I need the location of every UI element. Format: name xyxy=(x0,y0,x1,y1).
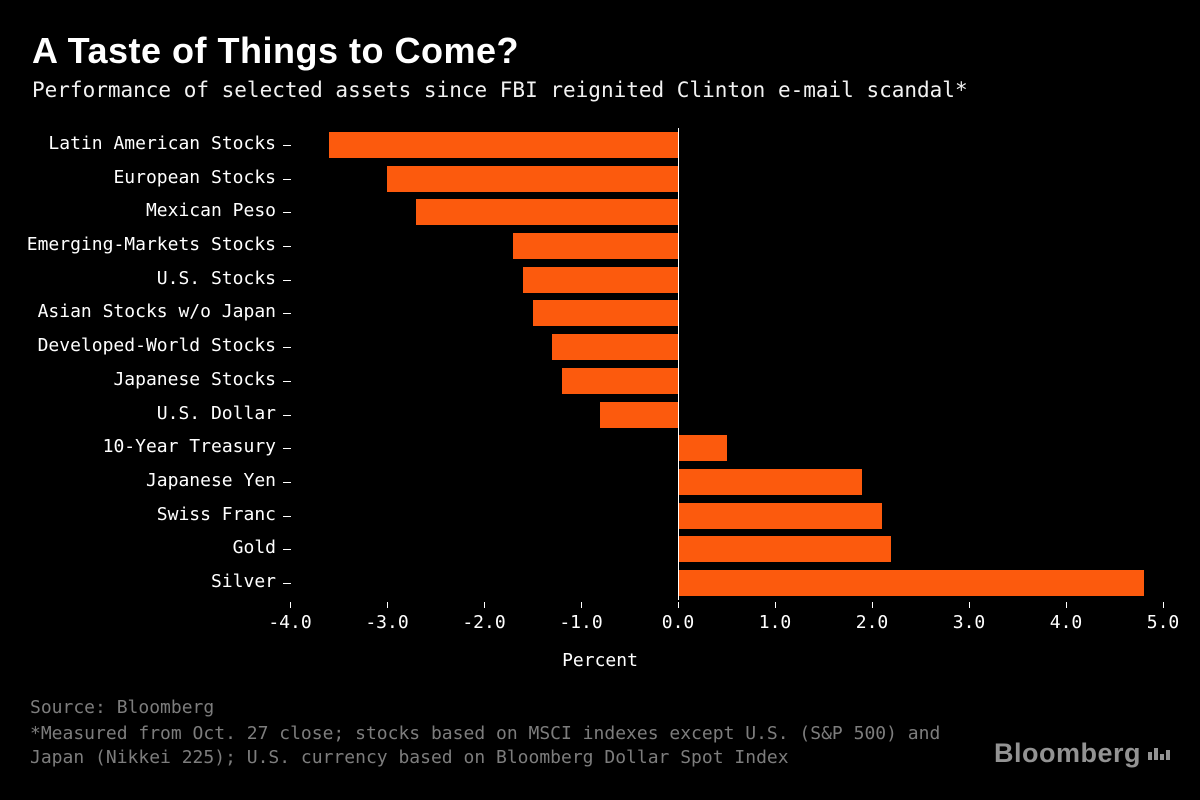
x-axis-tick xyxy=(484,602,485,608)
bar xyxy=(600,401,678,428)
bar xyxy=(678,502,882,529)
x-axis-tick xyxy=(581,602,582,608)
bar xyxy=(532,300,678,327)
bloomberg-logo-bars-icon xyxy=(1148,747,1170,760)
y-axis-tick xyxy=(283,448,291,450)
x-axis-tick-label: 0.0 xyxy=(661,612,695,633)
x-axis-tick-label: 1.0 xyxy=(758,612,792,633)
category-label: U.S. Dollar xyxy=(156,402,276,424)
category-label: Latin American Stocks xyxy=(48,132,276,154)
bar xyxy=(416,199,678,226)
y-axis-tick xyxy=(283,414,291,416)
bar xyxy=(561,367,678,394)
category-label: Developed-World Stocks xyxy=(37,335,276,357)
x-axis-tick-label: -1.0 xyxy=(559,612,603,633)
category-label: Gold xyxy=(232,537,276,559)
category-label: 10-Year Treasury xyxy=(102,436,276,458)
y-axis-tick xyxy=(283,144,291,146)
category-label: Asian Stocks w/o Japan xyxy=(37,301,276,323)
x-axis-tick xyxy=(1066,602,1067,608)
category-label: Japanese Stocks xyxy=(113,368,276,390)
y-axis-tick xyxy=(283,313,291,315)
y-axis-tick xyxy=(283,515,291,517)
x-axis-tick xyxy=(290,602,291,608)
category-label: U.S. Stocks xyxy=(156,267,276,289)
bloomberg-logo: Bloomberg xyxy=(994,738,1170,769)
bar xyxy=(678,536,892,563)
footnote-text: *Measured from Oct. 27 close; stocks bas… xyxy=(30,723,941,768)
y-axis-tick xyxy=(283,482,291,483)
x-axis-tick xyxy=(1163,602,1164,608)
bar xyxy=(551,334,678,361)
x-axis-label: Percent xyxy=(562,650,638,671)
bar xyxy=(678,570,1144,597)
x-axis-tick-label: 2.0 xyxy=(855,612,889,633)
bar xyxy=(522,266,678,293)
bar xyxy=(328,131,678,158)
x-axis-tick-label: -2.0 xyxy=(462,612,506,633)
x-axis-tick-label: 3.0 xyxy=(952,612,986,633)
bar xyxy=(678,469,863,495)
bar xyxy=(513,233,678,259)
chart-subtitle: Performance of selected assets since FBI… xyxy=(32,78,968,102)
y-axis-tick xyxy=(283,549,291,551)
y-axis-tick xyxy=(283,246,291,247)
y-axis-tick xyxy=(283,583,291,585)
category-label: Emerging-Markets Stocks xyxy=(26,234,276,255)
source-text: Source: Bloomberg xyxy=(30,697,215,718)
x-axis-tick xyxy=(872,602,873,608)
x-axis-tick xyxy=(969,602,970,608)
y-axis-tick xyxy=(283,380,291,382)
x-axis-tick-label: -3.0 xyxy=(365,612,409,633)
y-axis-tick xyxy=(283,212,291,214)
bar xyxy=(678,435,727,462)
x-axis-tick xyxy=(775,602,776,608)
category-label: Japanese Yen xyxy=(145,470,276,491)
bar xyxy=(387,165,678,192)
bloomberg-wordmark: Bloomberg xyxy=(993,738,1141,768)
category-label: Mexican Peso xyxy=(145,200,276,222)
chart-title: A Taste of Things to Come? xyxy=(32,30,519,71)
x-axis-tick xyxy=(387,602,388,608)
y-axis-tick xyxy=(283,279,291,281)
y-axis-tick xyxy=(283,178,291,180)
y-axis-tick xyxy=(283,347,291,349)
category-label: European Stocks xyxy=(113,166,276,188)
zero-axis-line xyxy=(678,128,679,600)
x-axis-tick-label: 4.0 xyxy=(1049,612,1083,633)
category-label: Silver xyxy=(210,571,276,593)
x-axis-tick-label: 5.0 xyxy=(1146,612,1180,633)
x-axis-tick-label: -4.0 xyxy=(268,612,312,633)
category-label: Swiss Franc xyxy=(156,503,276,525)
x-axis-tick xyxy=(678,602,679,608)
